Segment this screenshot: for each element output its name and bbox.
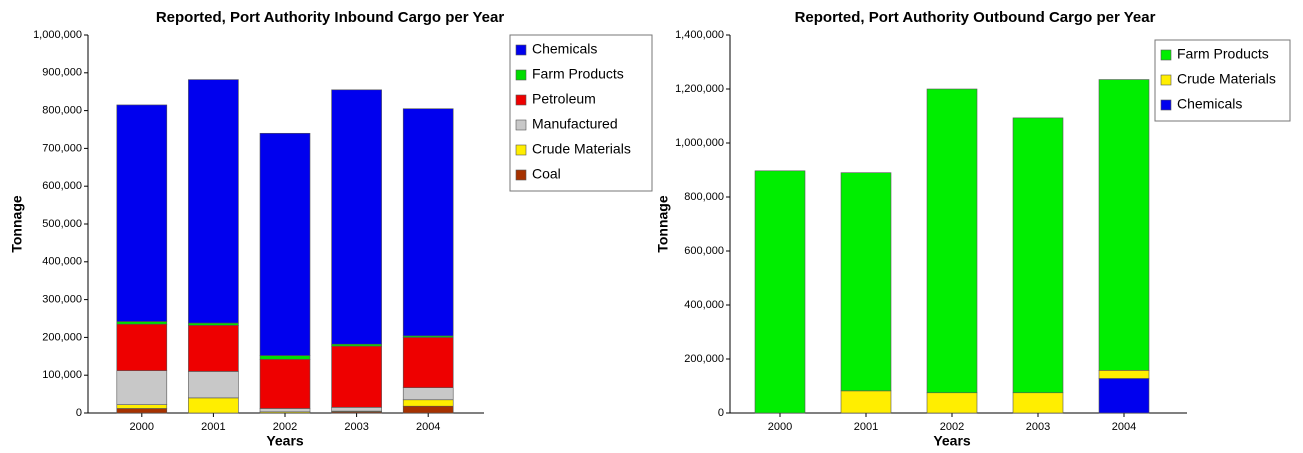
legend-swatch <box>515 44 527 56</box>
y-tick-label: 1,200,000 <box>675 83 724 95</box>
bar-segment <box>116 104 168 322</box>
y-tick-label: 500,000 <box>42 218 82 230</box>
legend-swatch <box>515 169 527 181</box>
bar-segment <box>188 325 239 372</box>
bar-segment <box>402 387 454 401</box>
y-tick-label: 1,400,000 <box>675 29 724 41</box>
bar-segment <box>1098 79 1150 371</box>
legend-label: Chemicals <box>1177 96 1242 112</box>
legend-label: Coal <box>532 166 561 182</box>
bar-segment <box>116 321 168 325</box>
y-tick-label: 400,000 <box>684 299 724 311</box>
bar-segment <box>1098 370 1150 379</box>
legend-swatch <box>515 69 527 81</box>
legend-label: Crude Materials <box>1177 71 1276 87</box>
y-axis-label: Tonnage <box>9 195 25 253</box>
bar-segment <box>188 371 239 399</box>
legend-swatch <box>1160 49 1172 61</box>
legend-label: Chemicals <box>532 41 597 57</box>
bar-segment <box>840 390 892 414</box>
bar-segment <box>402 399 454 407</box>
y-tick-label: 200,000 <box>684 353 724 365</box>
bar-segment <box>926 392 978 414</box>
legend-label: Crude Materials <box>532 141 631 157</box>
bar-segment <box>331 345 382 408</box>
chart-title: Reported, Port Authority Inbound Cargo p… <box>156 9 505 26</box>
x-tick-label: 2001 <box>201 421 225 433</box>
y-tick-label: 800,000 <box>42 105 82 117</box>
bar-segment <box>331 407 382 412</box>
legend-swatch <box>515 144 527 156</box>
bar-segment <box>754 170 806 414</box>
legend-swatch <box>1160 74 1172 86</box>
bar-segment <box>402 405 454 414</box>
bar-segment <box>1012 117 1064 394</box>
bar-segment <box>259 132 311 356</box>
legend-swatch <box>1160 99 1172 111</box>
bar-segment <box>331 89 382 345</box>
y-tick-label: 0 <box>76 407 82 419</box>
bar-segment <box>402 337 454 388</box>
bar-segment <box>188 322 239 326</box>
bar-segment <box>116 404 168 409</box>
legend-label: Manufactured <box>532 116 618 132</box>
x-tick-label: 2004 <box>416 421 440 433</box>
y-tick-label: 100,000 <box>42 369 82 381</box>
bar-segment <box>259 355 311 360</box>
legend-box <box>1154 39 1291 122</box>
y-tick-label: 400,000 <box>42 256 82 268</box>
bar-segment <box>926 88 978 394</box>
bar-segment <box>116 323 168 371</box>
x-tick-label: 2002 <box>273 421 297 433</box>
x-tick-label: 2003 <box>1026 421 1050 433</box>
legend-box <box>509 34 653 192</box>
x-tick-label: 2000 <box>768 421 792 433</box>
bar-segment <box>116 408 168 414</box>
bar-segment <box>402 108 454 337</box>
y-axis-label: Tonnage <box>655 195 671 253</box>
y-tick-label: 1,000,000 <box>33 29 82 41</box>
y-tick-label: 900,000 <box>42 67 82 79</box>
legend-label: Farm Products <box>1177 46 1269 62</box>
bar-segment <box>840 172 892 392</box>
legend-label: Petroleum <box>532 91 596 107</box>
x-tick-label: 2004 <box>1112 421 1136 433</box>
x-axis-label: Years <box>933 433 971 449</box>
x-tick-label: 2000 <box>130 421 154 433</box>
y-tick-label: 800,000 <box>684 191 724 203</box>
legend-swatch <box>515 119 527 131</box>
legend-label: Farm Products <box>532 66 624 82</box>
bar-segment <box>1012 392 1064 414</box>
y-tick-label: 0 <box>718 407 724 419</box>
bar-segment <box>1098 378 1150 414</box>
legend-swatch <box>515 94 527 106</box>
x-tick-label: 2002 <box>940 421 964 433</box>
x-tick-label: 2001 <box>854 421 878 433</box>
y-tick-label: 300,000 <box>42 294 82 306</box>
y-tick-label: 600,000 <box>684 245 724 257</box>
y-tick-label: 700,000 <box>42 142 82 154</box>
chart-title: Reported, Port Authority Outbound Cargo … <box>795 9 1156 26</box>
y-tick-label: 1,000,000 <box>675 137 724 149</box>
bar-segment <box>188 79 239 324</box>
x-tick-label: 2003 <box>344 421 368 433</box>
bar-segment <box>259 359 311 409</box>
y-tick-label: 200,000 <box>42 331 82 343</box>
x-axis-label: Years <box>266 433 304 449</box>
y-tick-label: 600,000 <box>42 180 82 192</box>
bar-segment <box>188 397 239 414</box>
bar-segment <box>116 370 168 405</box>
bar-segment <box>259 408 311 413</box>
